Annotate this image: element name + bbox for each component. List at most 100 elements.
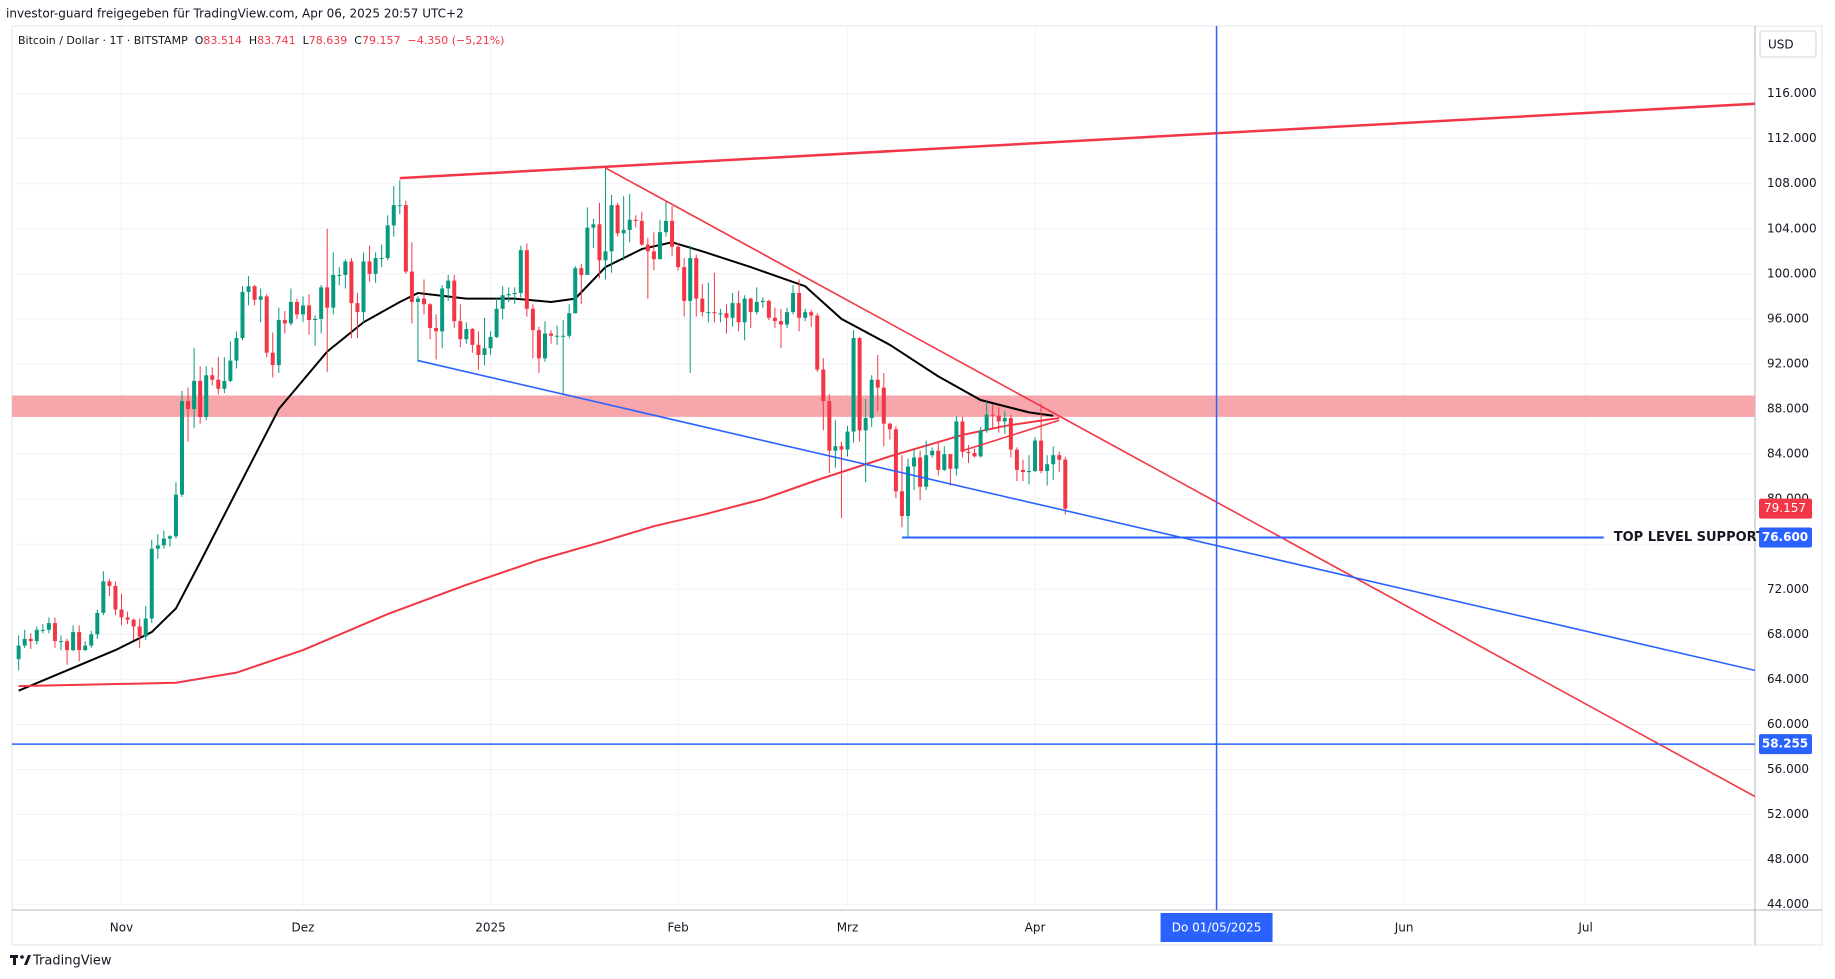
candle-body	[355, 303, 360, 313]
candle-body	[645, 244, 650, 252]
candle-body	[415, 298, 420, 303]
candle-body	[809, 312, 814, 316]
candle-body	[912, 457, 917, 467]
candle-body	[131, 619, 136, 627]
candle-body	[851, 338, 856, 432]
candle-body	[657, 232, 662, 260]
candle-body	[845, 431, 850, 450]
candle-body	[349, 261, 354, 304]
candle-body	[422, 298, 427, 305]
shared-by: investor-guard freigegeben für TradingVi…	[6, 7, 464, 21]
support-price-box	[1759, 527, 1812, 548]
candle-body	[839, 446, 844, 450]
candle-body	[791, 292, 796, 313]
y-tick-label: 44.000	[1767, 897, 1809, 911]
candle-body	[833, 446, 838, 451]
ohlc-value: 83.514	[203, 34, 242, 47]
candle-body	[694, 258, 699, 299]
candle-body	[46, 623, 51, 630]
candle-body	[869, 379, 874, 419]
candle-body	[633, 219, 638, 221]
candle-body	[591, 224, 596, 228]
footer-logo	[10, 955, 31, 965]
candle-body	[615, 205, 620, 234]
candle-body	[246, 286, 251, 292]
candle-body	[815, 315, 820, 370]
candle-body	[270, 352, 275, 366]
candle-body	[1002, 418, 1007, 422]
candle-body	[524, 250, 529, 309]
candle-body	[530, 308, 535, 331]
candle-body	[579, 268, 584, 275]
candle-body	[827, 401, 832, 451]
candle-body	[857, 338, 862, 431]
candle-body	[446, 280, 451, 289]
candle-body	[155, 545, 160, 549]
y-tick-label: 96.000	[1767, 311, 1809, 325]
candle-body	[391, 205, 396, 226]
trendline	[605, 167, 1755, 798]
candle-body	[458, 321, 463, 340]
candle-body	[1020, 469, 1025, 473]
frame	[11, 25, 1823, 946]
candle-body	[1014, 449, 1019, 470]
y-tick-label: 84.000	[1767, 447, 1809, 461]
candle-body	[742, 298, 747, 323]
candle-body	[77, 632, 82, 651]
hline-price-label: 58.255	[1762, 737, 1808, 751]
candle-body	[797, 292, 802, 318]
candle-body	[754, 302, 759, 313]
candle-body	[1008, 418, 1013, 450]
candle-body	[149, 548, 154, 619]
x-tick-label: Jun	[1394, 921, 1414, 935]
currency-box[interactable]	[1759, 30, 1817, 58]
candle-body	[736, 303, 741, 323]
candle-body	[313, 318, 318, 321]
y-tick-label: 104.000	[1767, 221, 1817, 235]
candle-body	[1063, 459, 1068, 509]
candle-body	[676, 246, 681, 268]
x-tick-label: Jul	[1577, 921, 1592, 935]
candle-body	[301, 305, 306, 315]
candle-body	[113, 585, 118, 610]
candle-body	[700, 298, 705, 313]
candle-body	[143, 618, 148, 637]
candle-body	[101, 581, 106, 613]
symbol-title: Bitcoin / Dollar · 1T · BITSTAMP	[18, 34, 188, 47]
candle-body	[307, 305, 312, 321]
ohlc-value: 83.741	[257, 34, 296, 47]
candle-body	[960, 421, 965, 452]
candle-body	[294, 302, 299, 315]
hline-price-box	[1759, 734, 1812, 755]
candle-body	[803, 312, 808, 318]
ohlc-key: H	[249, 34, 257, 47]
candle-body	[476, 344, 481, 355]
candle-body	[204, 375, 209, 417]
candle-body	[506, 294, 511, 296]
candle-body	[95, 612, 100, 635]
y-tick-label: 100.000	[1767, 266, 1817, 280]
candle-body	[639, 220, 644, 245]
y-tick-label: 64.000	[1767, 672, 1809, 686]
candle-body	[984, 414, 989, 431]
candle-body	[1051, 455, 1056, 465]
candle-body	[561, 335, 566, 337]
candle-body	[748, 298, 753, 313]
y-tick-label: 56.000	[1767, 762, 1809, 776]
candle-body	[906, 466, 911, 517]
candle-body	[597, 224, 602, 261]
candle-body	[385, 225, 390, 259]
plot-area	[12, 26, 1755, 910]
ohlc-value: 78.639	[309, 34, 348, 47]
y-tick-label: 48.000	[1767, 852, 1809, 866]
candle-body	[361, 261, 366, 313]
candle-body	[1039, 440, 1044, 471]
candle-body	[603, 251, 608, 261]
candle-body	[59, 641, 64, 643]
candle-body	[718, 313, 723, 315]
vline-date-label: Do 01/05/2025	[1172, 921, 1262, 935]
candle-body	[107, 581, 112, 586]
candle-body	[65, 641, 70, 651]
